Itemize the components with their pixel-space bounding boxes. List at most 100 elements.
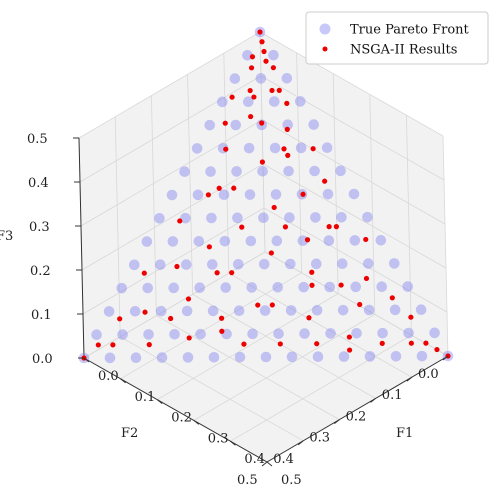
nsga-point	[363, 275, 370, 282]
nsga-point	[268, 250, 274, 256]
true-front-point	[285, 305, 297, 316]
nsga-point	[270, 65, 276, 71]
true-front-point	[117, 329, 128, 340]
true-front-point	[219, 235, 231, 247]
nsga-point	[229, 94, 235, 100]
y-tick-label: 0.4	[273, 452, 294, 467]
axis-lines	[78, 137, 449, 463]
true-front-point	[390, 350, 402, 362]
true-front-point	[335, 165, 346, 177]
true-front-point	[91, 329, 102, 341]
true-front-point	[179, 166, 190, 178]
true-front-point	[362, 258, 374, 269]
true-front-point	[141, 236, 153, 247]
true-front-point	[130, 352, 142, 364]
true-front-point	[297, 235, 309, 247]
true-front-point	[312, 351, 324, 363]
nsga-point	[251, 94, 257, 100]
true-front-point	[268, 96, 280, 107]
y-tick-label: 0.0	[418, 367, 439, 382]
true-front-point	[104, 352, 116, 364]
pane-yz	[79, 32, 265, 358]
true-front-point	[258, 212, 269, 224]
true-front-point	[294, 96, 306, 107]
y-tick-mark	[334, 419, 340, 424]
true-front-point	[207, 305, 219, 317]
x-tick-label: 0.5	[281, 473, 302, 488]
gridline	[259, 31, 444, 137]
gridline	[442, 135, 449, 357]
nsga-point	[257, 29, 263, 35]
true-front-point	[286, 351, 298, 363]
true-front-point	[388, 258, 400, 269]
true-front-point	[364, 351, 376, 362]
z-axis-label: F3	[0, 229, 13, 244]
gridline	[296, 52, 302, 273]
z-tick-label: 0.3	[29, 220, 50, 235]
gridline	[260, 75, 445, 181]
gridline	[83, 251, 266, 359]
true-front-point	[103, 306, 115, 317]
z-tick-label: 0.0	[32, 352, 53, 367]
gridline	[114, 116, 121, 337]
legend: True Pareto Front NSGA-II Results	[305, 11, 489, 65]
nsga-point	[423, 340, 429, 346]
nsga-point	[333, 224, 339, 230]
nsga-point	[269, 87, 275, 94]
true-front-point	[258, 258, 270, 270]
legend-label-true-front: True Pareto Front	[350, 23, 470, 38]
true-front-point	[321, 142, 333, 154]
nsga-point	[389, 295, 395, 301]
nsga-point	[168, 315, 174, 322]
nsga-point	[95, 342, 101, 348]
nsga-point	[338, 282, 344, 288]
legend-frame	[305, 11, 489, 65]
gridline	[223, 53, 230, 274]
x-tick-mark	[193, 420, 200, 425]
true-front-point	[204, 119, 216, 131]
nsga-point	[110, 342, 116, 348]
z-tick-label: 0.5	[27, 132, 48, 147]
true-front-point	[429, 327, 440, 339]
true-front-point	[348, 188, 360, 200]
nsga-point	[347, 347, 353, 353]
gridline	[230, 334, 412, 442]
nsga-point	[314, 341, 320, 347]
true-front-point	[281, 72, 293, 84]
nsga-point	[261, 48, 267, 55]
y-tick-mark	[442, 355, 449, 361]
x-tick-label: 0.2	[171, 411, 192, 426]
true-front-point	[230, 119, 242, 131]
x-tick-label: 0.3	[208, 431, 229, 446]
true-front-point	[362, 211, 373, 223]
true-front-point	[246, 282, 258, 293]
true-front-point	[155, 305, 167, 317]
nsga-point	[219, 328, 225, 334]
y-tick-label: 0.2	[346, 409, 367, 424]
x-tick-mark	[156, 399, 163, 404]
x-tick-mark	[83, 357, 90, 363]
true-front-point	[363, 304, 375, 316]
true-front-point	[193, 235, 205, 247]
true-front-point	[243, 142, 255, 154]
nsga-point	[219, 315, 225, 321]
true-front-point	[220, 282, 232, 293]
gridline	[156, 293, 339, 400]
nsga-point	[357, 301, 363, 308]
true-front-point	[415, 304, 427, 316]
gridline	[120, 336, 304, 442]
nsga-point	[214, 270, 220, 276]
gridline	[192, 294, 376, 399]
true-front-point	[128, 259, 140, 271]
y-axis-label: F2	[121, 426, 138, 441]
nsga-point	[434, 346, 440, 353]
gridline	[259, 31, 266, 253]
true-front-point	[273, 328, 284, 340]
nsga-point	[231, 185, 237, 191]
z-tick-label: 0.1	[31, 308, 52, 323]
nsga-point	[174, 263, 180, 270]
y-tick-mark	[406, 376, 413, 382]
true-front-point	[143, 329, 154, 340]
true-front-point	[338, 351, 350, 362]
